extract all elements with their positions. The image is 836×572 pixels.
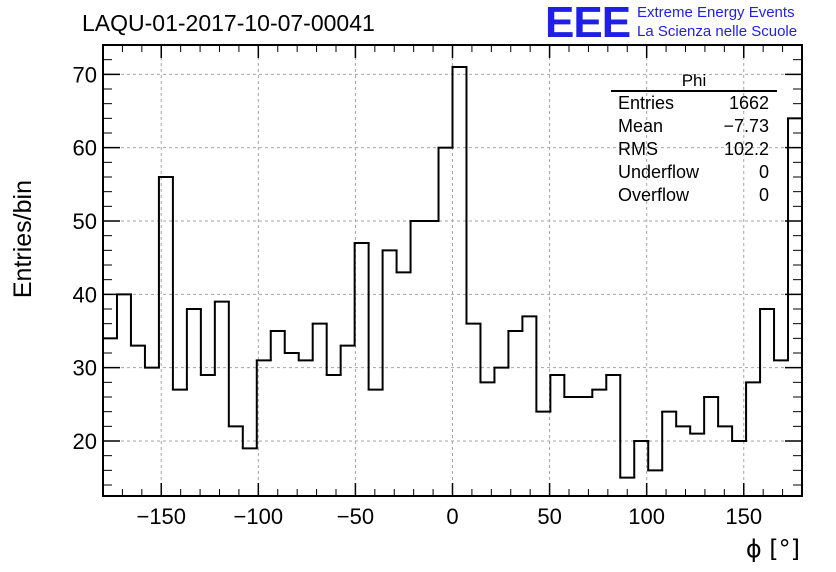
stats-label: Overflow [618, 185, 690, 205]
stats-row-overflow: Overflow 0 [611, 184, 777, 207]
logo-caption: Extreme Energy Events La Scienza nelle S… [637, 3, 797, 41]
y-axis-label: Entries/bin [9, 180, 37, 298]
x-axis-label: ϕ [°] [746, 535, 800, 563]
stats-label: Entries [618, 93, 675, 113]
stats-row-entries: Entries 1662 [611, 92, 777, 115]
stats-row-rms: RMS 102.2 [611, 138, 777, 161]
chart-title: LAQU-01-2017-10-07-00041 [82, 10, 375, 36]
stats-label: Mean [618, 116, 664, 136]
stats-value: −7.73 [723, 116, 769, 136]
stats-box: Phi Entries 1662 Mean −7.73 RMS 102.2 Un… [611, 72, 777, 207]
x-tick-label: 50 [537, 504, 561, 529]
y-tick-label: 40 [73, 282, 97, 307]
stats-value: 0 [758, 162, 769, 182]
stats-title: Phi [681, 71, 707, 90]
stats-label: Underflow [618, 162, 700, 182]
x-tick-label: 0 [446, 504, 458, 529]
y-tick-label: 50 [73, 209, 97, 234]
logo-caption-line2: La Scienza nelle Scuole [637, 23, 798, 40]
x-tick-label: −100 [234, 504, 284, 529]
stats-value: 102.2 [723, 139, 769, 159]
x-tick-label: 100 [628, 504, 665, 529]
x-tick-label: −50 [337, 504, 374, 529]
y-tick-label: 20 [73, 429, 97, 454]
eee-logo: EEE [545, 0, 631, 47]
tick-labels: −150 −100 −50 0 50 100 150 20 30 40 50 60 70 [73, 62, 763, 529]
y-tick-label: 60 [73, 136, 97, 161]
stats-row-underflow: Underflow 0 [611, 161, 777, 184]
stats-label: RMS [618, 139, 658, 159]
plot-frame [102, 44, 803, 497]
y-tick-label: 30 [73, 356, 97, 381]
stats-value: 1662 [728, 93, 769, 113]
x-tick-label: −150 [136, 504, 186, 529]
stats-row-mean: Mean −7.73 [611, 115, 777, 138]
x-tick-label: 150 [725, 504, 762, 529]
y-tick-label: 70 [73, 62, 97, 87]
stats-value: 0 [758, 185, 769, 205]
stats-divider [611, 90, 777, 92]
logo-caption-line1: Extreme Energy Events [637, 4, 795, 21]
